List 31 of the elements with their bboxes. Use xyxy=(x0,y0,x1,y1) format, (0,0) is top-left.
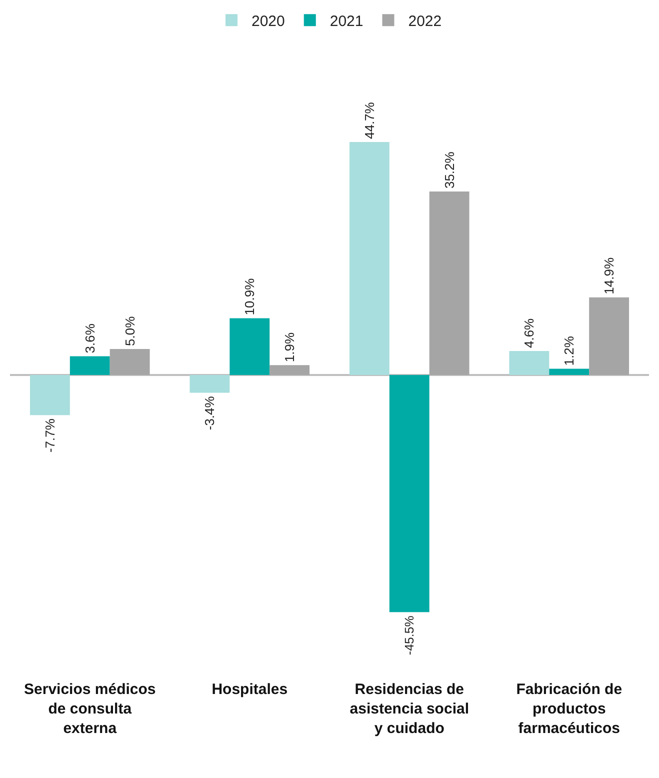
data-label: 44.7% xyxy=(362,102,377,140)
bar xyxy=(429,192,470,376)
bar xyxy=(230,318,270,376)
data-label: 10.9% xyxy=(242,278,258,316)
legend-label: 2022 xyxy=(408,12,442,30)
data-label: 1.2% xyxy=(562,336,577,366)
data-label: 5.0% xyxy=(122,316,138,346)
bar xyxy=(589,297,630,376)
x-tick-label: Fabricación de productos farmacéuticos xyxy=(516,681,622,737)
bar xyxy=(110,348,150,376)
bar xyxy=(389,375,430,612)
bar xyxy=(349,142,390,376)
bar xyxy=(549,368,590,376)
bar xyxy=(70,356,110,376)
x-tick-label: Hospitales xyxy=(212,681,288,698)
data-label: -45.5% xyxy=(402,616,417,656)
data-label: 1.9% xyxy=(282,332,298,362)
data-label: -3.4% xyxy=(202,396,218,430)
bar xyxy=(30,375,70,416)
data-label: 14.9% xyxy=(602,257,617,294)
data-label: 4.6% xyxy=(522,318,537,348)
bar xyxy=(509,351,550,376)
data-label: 3.6% xyxy=(82,323,98,354)
x-tick-label: Servicios médicos de consulta externa xyxy=(24,681,156,737)
data-label: -7.7% xyxy=(42,418,58,453)
bar xyxy=(270,365,310,376)
data-label: 35.2% xyxy=(442,151,457,189)
x-tick-label: Residencias de asistencia social y cuidado xyxy=(350,681,470,737)
legend-label: 2021 xyxy=(330,12,364,30)
bar xyxy=(190,375,230,393)
legend-label: 2020 xyxy=(252,12,285,30)
